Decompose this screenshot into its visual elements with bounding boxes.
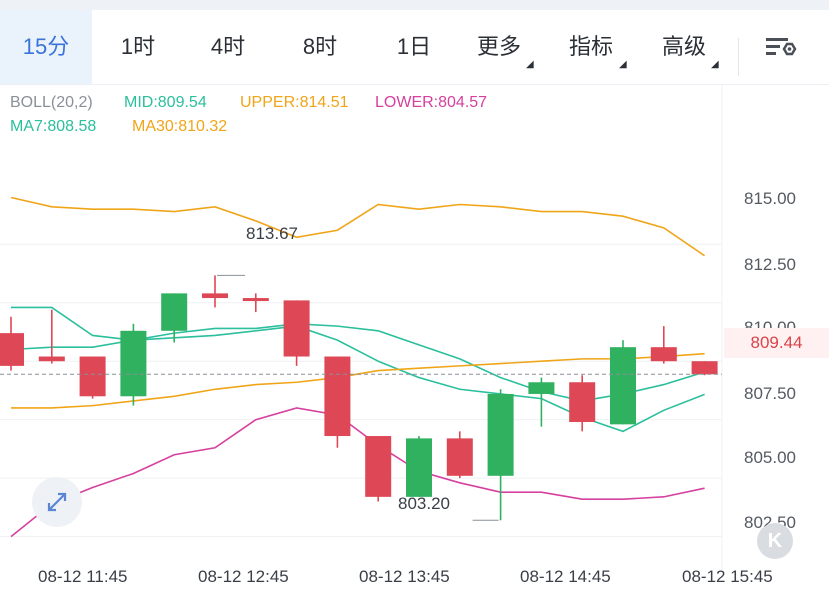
boll-mid-value: MID:809.54 [124, 94, 207, 111]
y-tick-label: 815.00 [744, 189, 796, 208]
tab-15min[interactable]: 15分 [0, 10, 92, 84]
series-line-upper [10, 196, 706, 257]
chart-settings-icon[interactable] [760, 32, 800, 64]
expand-arrows-icon [47, 492, 67, 512]
candle-body [120, 330, 147, 397]
tab-1h[interactable]: 1时 [120, 34, 156, 59]
candle-body [0, 333, 24, 366]
candle-body [283, 300, 310, 357]
x-tick-label: 08-12 13:45 [359, 567, 450, 586]
current-price-tag: 809.44 [724, 328, 829, 358]
candle-body [610, 347, 636, 425]
candle-body [242, 298, 269, 302]
boll-indicator-name: BOLL(20,2) [10, 94, 93, 111]
x-tick-label: 08-12 11:45 [38, 567, 128, 586]
high-price-label: 813.67 [246, 224, 298, 243]
dropdown-advanced-icon: ◢ [711, 59, 719, 70]
tab-divider [738, 38, 739, 76]
candle-body [650, 347, 677, 362]
tab-8h[interactable]: 8时 [302, 34, 338, 59]
dropdown-more-icon: ◢ [526, 59, 534, 70]
k-icon: K [767, 530, 783, 552]
x-tick-label: 08-12 14:45 [520, 567, 611, 586]
tab-indicators[interactable]: 指标 [568, 34, 613, 59]
y-tick-label: 805.00 [744, 448, 796, 467]
candle-body [161, 293, 188, 331]
ma7-value: MA7:808.58 [10, 118, 97, 135]
candle-body [446, 438, 473, 476]
candle-body [324, 356, 351, 437]
boll-upper-value: UPPER:814.51 [240, 94, 349, 111]
candle-body [569, 382, 596, 423]
tab-4h[interactable]: 4时 [210, 34, 246, 59]
x-tick-label: 08-12 15:45 [682, 567, 773, 586]
y-tick-label: 807.50 [744, 384, 796, 403]
series-line-lower [10, 407, 705, 538]
dropdown-indicators-icon: ◢ [619, 59, 627, 70]
x-tick-label: 08-12 12:45 [198, 567, 289, 586]
series-line-ma7 [11, 306, 705, 433]
boll-lower-value: LOWER:804.57 [375, 94, 488, 111]
candle-body [202, 293, 228, 299]
k-line-toggle-button[interactable]: K [757, 523, 793, 559]
candle-body [406, 438, 432, 497]
tab-1d[interactable]: 1日 [396, 34, 432, 59]
candle-body [691, 361, 718, 375]
tab-more[interactable]: 更多 [476, 34, 521, 59]
candle-body [528, 382, 555, 394]
series-line-mid [10, 322, 705, 402]
y-tick-label: 812.50 [744, 255, 796, 274]
low-price-label: 803.20 [398, 494, 450, 513]
top-strip [0, 0, 829, 10]
candle-body [365, 436, 392, 497]
series-line-ma30 [11, 352, 705, 409]
tab-advanced[interactable]: 高级 [661, 34, 706, 59]
candle-body [38, 356, 65, 362]
expand-chart-button[interactable] [32, 477, 82, 527]
ma30-value: MA30:810.32 [132, 118, 228, 135]
candle-body [79, 356, 106, 397]
candle-body [487, 393, 514, 476]
interval-tabs: 15分 1时 4时 8时 1日 更多 ◢ 指标 ◢ 高级 ◢ [0, 10, 829, 85]
